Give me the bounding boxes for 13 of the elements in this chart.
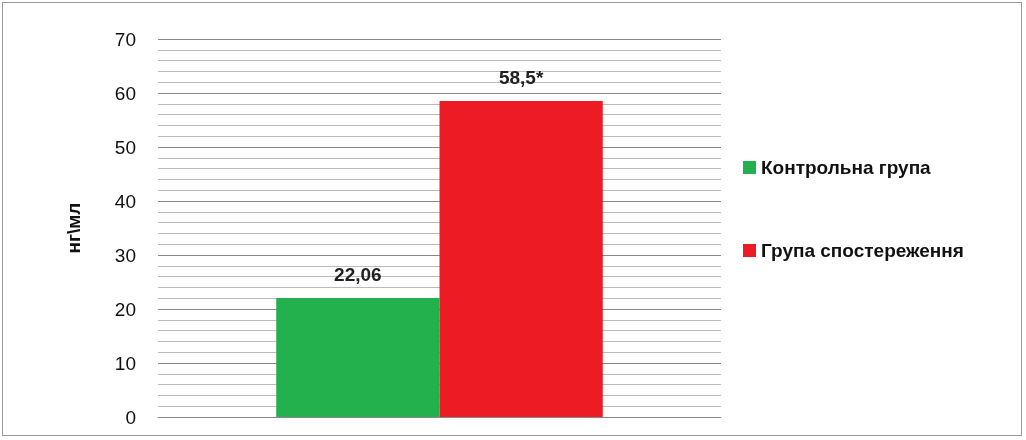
legend-label: Контрольна група <box>761 157 932 178</box>
y-tick-label: 50 <box>114 136 136 158</box>
y-tick-label: 30 <box>114 244 136 266</box>
y-tick-label: 70 <box>114 28 136 50</box>
legend-label: Група спостереження <box>761 240 964 261</box>
y-tick-label: 20 <box>114 298 136 320</box>
y-tick-label: 60 <box>114 82 136 104</box>
y-tick-label: 40 <box>114 190 136 212</box>
y-tick-label: 0 <box>125 406 136 428</box>
y-axis-title: нг\мл <box>63 202 84 254</box>
data-label: 58,5* <box>498 67 544 89</box>
y-tick-label: 10 <box>114 352 136 374</box>
data-label: 22,06 <box>334 263 382 285</box>
